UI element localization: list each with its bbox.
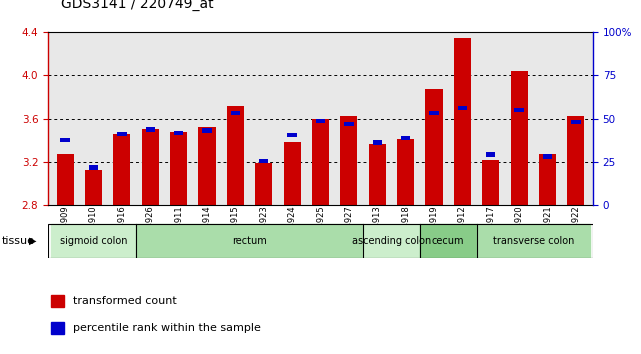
Bar [85, 170, 102, 205]
Bar [255, 163, 272, 205]
FancyBboxPatch shape [136, 224, 363, 258]
Bar [426, 89, 442, 205]
Bar [89, 165, 98, 170]
Text: transformed count: transformed count [72, 296, 176, 306]
Bar [454, 38, 471, 205]
Text: ascending colon: ascending colon [352, 236, 431, 246]
Bar [543, 154, 552, 159]
Bar [174, 131, 183, 135]
Bar [146, 127, 155, 132]
FancyBboxPatch shape [363, 224, 420, 258]
Bar [60, 138, 70, 142]
Text: cecum: cecum [432, 236, 465, 246]
Bar [401, 136, 410, 140]
Bar [56, 154, 74, 205]
Bar [486, 152, 495, 156]
Bar [259, 159, 269, 163]
Bar [372, 140, 382, 144]
Bar [203, 129, 212, 133]
Bar [571, 120, 581, 124]
Bar [515, 108, 524, 112]
Bar [397, 139, 414, 205]
Bar [199, 127, 215, 205]
Bar [283, 142, 301, 205]
Bar [312, 119, 329, 205]
FancyBboxPatch shape [51, 224, 136, 258]
Text: tissue: tissue [1, 236, 34, 246]
Bar [51, 322, 64, 333]
Bar [231, 111, 240, 115]
Bar [369, 143, 386, 205]
Bar [170, 132, 187, 205]
Bar [51, 295, 64, 307]
Bar [340, 116, 358, 205]
Bar [429, 111, 438, 115]
Bar [458, 105, 467, 110]
Bar [142, 130, 159, 205]
Text: GDS3141 / 220749_at: GDS3141 / 220749_at [61, 0, 213, 11]
Bar [567, 116, 585, 205]
Text: percentile rank within the sample: percentile rank within the sample [72, 323, 260, 333]
Bar [539, 154, 556, 205]
Bar [287, 133, 297, 137]
Text: sigmoid colon: sigmoid colon [60, 236, 127, 246]
FancyBboxPatch shape [420, 224, 476, 258]
Bar [511, 71, 528, 205]
Bar [113, 134, 130, 205]
Text: transverse colon: transverse colon [493, 236, 574, 246]
Bar [316, 119, 325, 123]
Bar [482, 160, 499, 205]
Bar [344, 122, 354, 126]
Text: rectum: rectum [232, 236, 267, 246]
Text: ▶: ▶ [29, 236, 37, 246]
FancyBboxPatch shape [476, 224, 590, 258]
Bar [227, 105, 244, 205]
Bar [117, 132, 126, 136]
